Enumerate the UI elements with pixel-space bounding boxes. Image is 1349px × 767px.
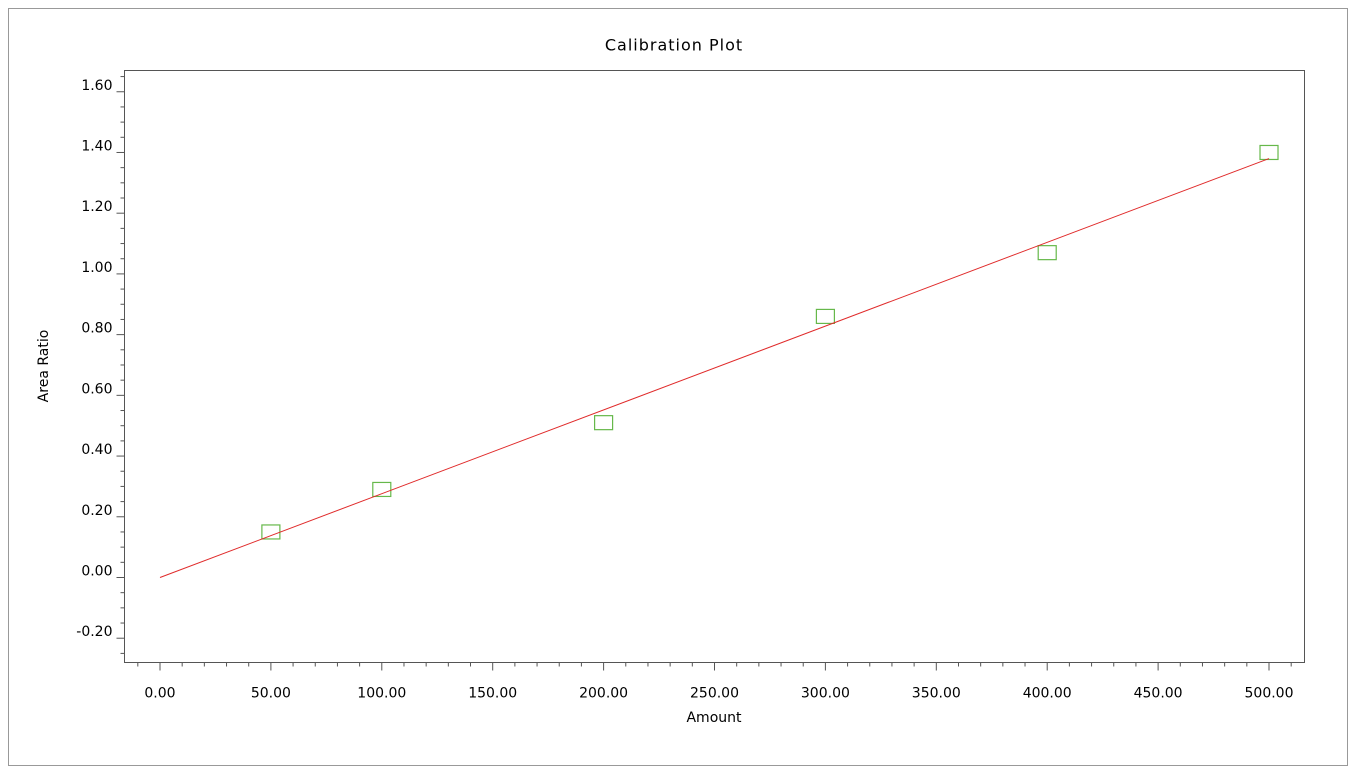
y-tick-label: 0.40 [81,442,112,458]
x-tick-label: 350.00 [912,686,961,702]
y-axis-label: Area Ratio [36,330,52,403]
y-tick-label: 0.00 [81,563,112,579]
x-tick-label: 400.00 [1023,686,1072,702]
x-tick-label: 500.00 [1245,686,1294,702]
y-tick-label: 0.20 [81,503,112,519]
x-tick-label: 200.00 [579,686,628,702]
y-tick-label: 1.20 [81,199,112,215]
fit-line [159,158,1270,578]
y-tick-label: -0.20 [76,624,112,640]
data-point [593,415,614,431]
x-tick-label: 300.00 [801,686,850,702]
x-tick-label: 0.00 [144,686,175,702]
y-tick-label: 0.60 [81,381,112,397]
y-tick-label: 1.40 [81,138,112,154]
x-tick-label: 450.00 [1134,686,1183,702]
x-tick-label: 100.00 [357,686,406,702]
frame [8,8,1348,766]
y-tick-label: 0.80 [81,321,112,337]
data-point [815,308,836,325]
y-tick-label: 1.00 [81,260,112,276]
x-tick-label: 50.00 [251,686,291,702]
chart-title: Calibration Plot [605,36,743,55]
y-tick-label: 1.60 [81,78,112,94]
data-point [372,481,392,498]
x-tick-label: 150.00 [468,686,517,702]
data-point [1259,144,1279,161]
x-tick-label: 250.00 [690,686,739,702]
data-point [1037,245,1057,261]
x-axis-label: Amount [686,710,742,726]
